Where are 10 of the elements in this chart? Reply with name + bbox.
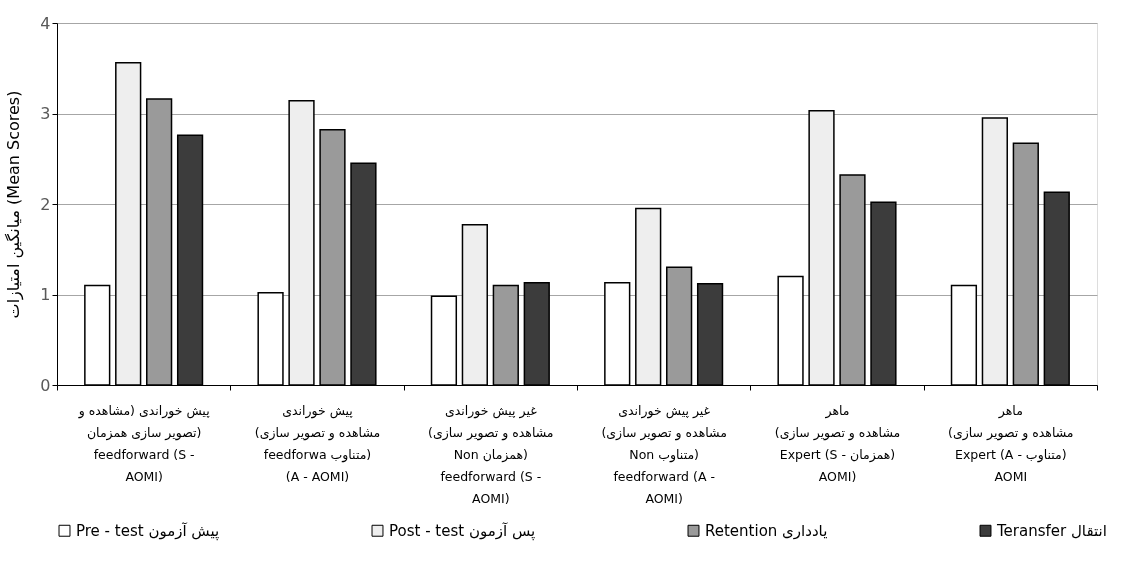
legend-label: Post - test پس آزمون [389, 521, 536, 541]
y-tick-label: 3 [40, 104, 51, 123]
y-tick-label: 0 [40, 375, 51, 395]
y-tick-label: 4 [40, 13, 51, 33]
y-tick-label: 2 [40, 194, 51, 214]
legend-label: Pre - test پیش آزمون [76, 521, 220, 541]
legend-label: Teransfer انتقال [996, 521, 1107, 540]
legend-label: Retention یادداری [705, 521, 828, 540]
y-tick-label: 1 [40, 285, 51, 304]
y-axis-title: میانگین امتیازات (Mean Scores) [4, 90, 25, 319]
